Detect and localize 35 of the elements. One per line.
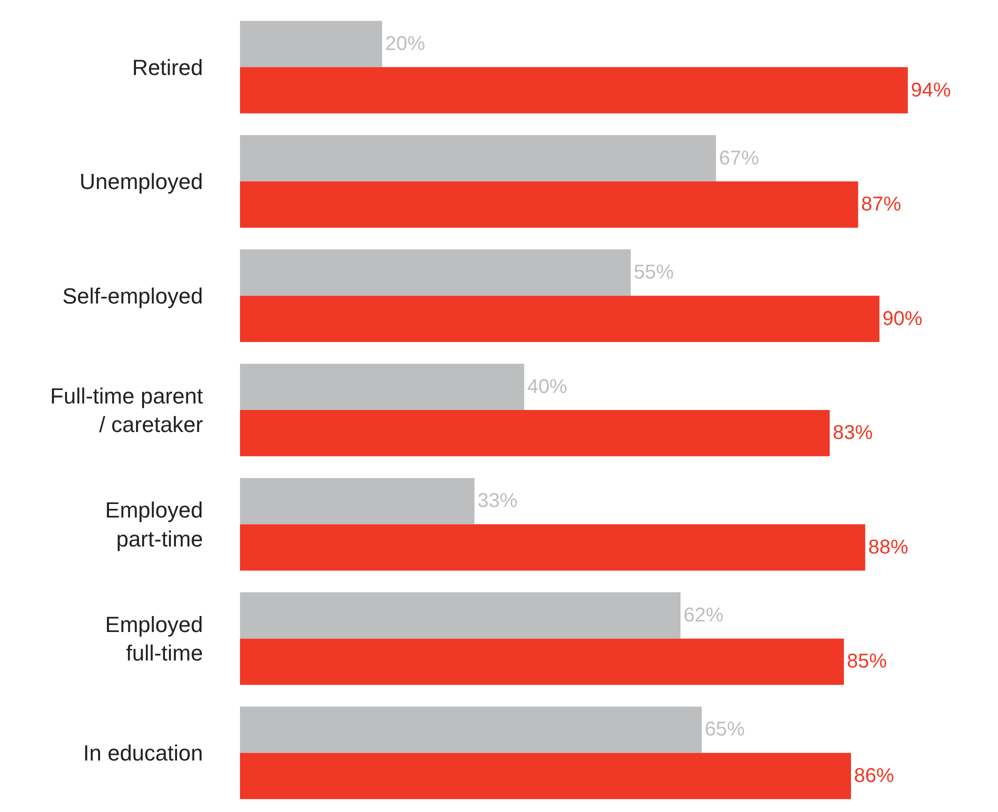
data-label: 33% bbox=[477, 490, 518, 512]
y-tick-label: Employed part-time bbox=[105, 498, 203, 552]
bar bbox=[240, 592, 680, 639]
bar bbox=[240, 638, 844, 685]
data-label: 85% bbox=[846, 650, 888, 673]
y-tick-label: Retired bbox=[132, 54, 203, 80]
data-label: 62% bbox=[684, 604, 724, 626]
data-label: 83% bbox=[832, 422, 873, 444]
bar bbox=[240, 135, 716, 182]
data-label: 20% bbox=[385, 33, 426, 55]
bar bbox=[240, 181, 858, 228]
data-label: 67% bbox=[719, 147, 760, 170]
bar bbox=[240, 249, 631, 296]
bar bbox=[240, 706, 702, 753]
y-tick-label: Self-employed bbox=[62, 283, 203, 308]
bar bbox=[240, 478, 474, 524]
bar bbox=[240, 410, 830, 456]
data-label: 65% bbox=[704, 718, 746, 741]
bar bbox=[240, 296, 880, 342]
y-tick-label: Full-time parent / caretaker bbox=[50, 383, 203, 437]
data-label: 87% bbox=[861, 194, 902, 216]
bar bbox=[240, 20, 382, 68]
bar bbox=[240, 524, 866, 571]
data-label: 55% bbox=[634, 262, 674, 284]
data-label: 94% bbox=[910, 79, 952, 102]
bar bbox=[240, 752, 852, 800]
data-label: 90% bbox=[882, 308, 923, 330]
y-tick-label: Employed full-time bbox=[105, 612, 203, 666]
data-label: 86% bbox=[854, 765, 894, 787]
data-label: 88% bbox=[868, 536, 908, 558]
data-label: 40% bbox=[527, 376, 568, 398]
y-tick-label: In education bbox=[83, 740, 203, 766]
bar bbox=[240, 67, 908, 114]
bar bbox=[240, 364, 524, 410]
y-tick-label: Unemployed bbox=[79, 169, 203, 194]
